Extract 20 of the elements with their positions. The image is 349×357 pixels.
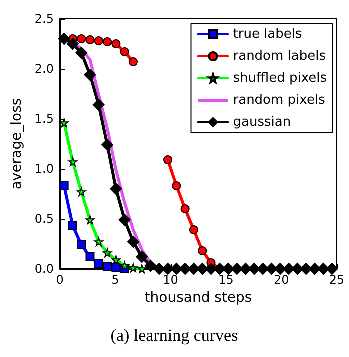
x-axis-title: thousand steps	[144, 290, 252, 306]
y-axis-title: average_loss	[9, 98, 25, 190]
text: (a) learning curves	[110, 326, 238, 345]
x-tick-label: 0	[56, 273, 64, 287]
x-tick-label: 15	[218, 273, 234, 287]
legend-label: shuffled pixels	[233, 71, 328, 86]
x-tick-label: 20	[274, 273, 290, 287]
legend-label: random labels	[233, 49, 326, 64]
y-tick-label: 0.5	[34, 212, 54, 226]
x-tick-label: 5	[112, 273, 120, 287]
x-tick-label: 10	[163, 273, 178, 287]
legend-label: true labels	[233, 27, 303, 42]
legend-label: gaussian	[233, 115, 292, 130]
legend-label: random pixels	[233, 93, 326, 108]
y-tick-label: 1.5	[34, 112, 54, 126]
y-tick-label: 2.5	[34, 12, 54, 26]
y-tick-label: 0.0	[34, 262, 54, 276]
y-tick-label: 1.0	[34, 162, 54, 176]
x-tick-label: 25	[329, 273, 345, 287]
y-tick-label: 2.0	[34, 62, 54, 76]
